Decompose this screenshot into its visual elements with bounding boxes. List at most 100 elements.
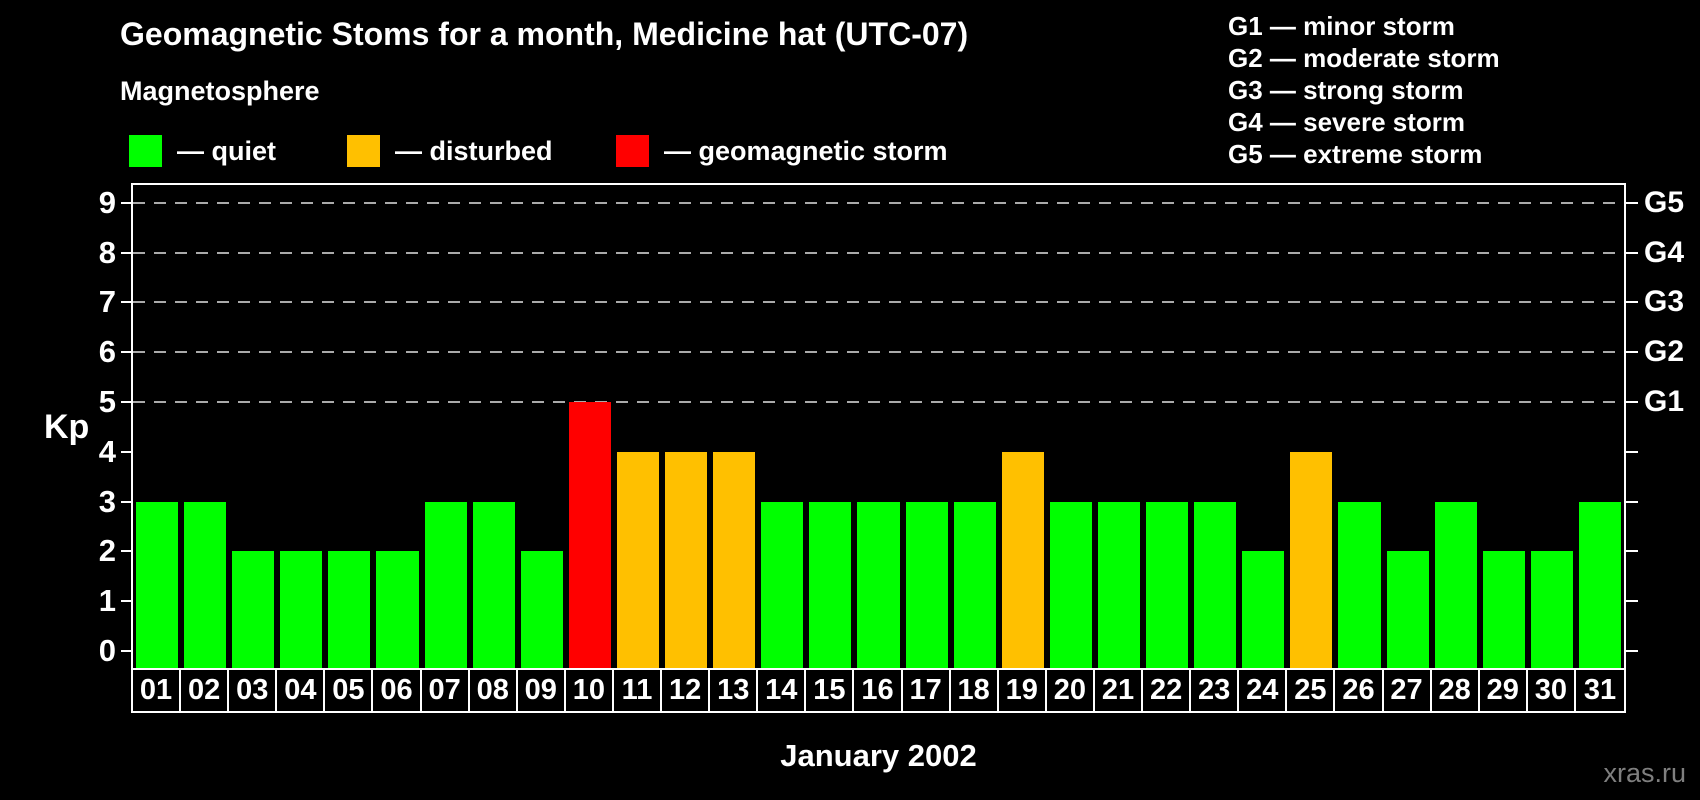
day-label-13: 13 [710, 670, 759, 711]
g-scale-line-4: G4 — severe storm [1228, 107, 1466, 137]
bar-day-29 [1482, 551, 1525, 668]
bar-day-28 [1434, 501, 1477, 668]
bar-day-21 [1097, 501, 1141, 668]
legend-item-storm: — geomagnetic storm [616, 135, 948, 167]
day-label-12: 12 [662, 670, 711, 711]
bar-day-20 [1049, 501, 1092, 668]
plot-area [131, 183, 1626, 668]
day-label-25: 25 [1287, 670, 1336, 711]
g-axis-label-G4: G4 [1644, 235, 1685, 269]
day-label-09: 09 [518, 670, 566, 711]
day-label-19: 19 [999, 670, 1047, 711]
legend-label-quiet: — quiet [177, 136, 276, 166]
y-tick-left-5 [121, 401, 131, 403]
y-tick-label-5: 5 [98, 384, 116, 419]
bar-day-08 [472, 501, 515, 668]
bar-day-18 [953, 501, 996, 668]
day-label-26: 26 [1335, 670, 1384, 711]
y-tick-right-7 [1626, 301, 1638, 304]
y-tick-right-0 [1626, 650, 1638, 652]
y-tick-left-3 [121, 500, 131, 503]
day-label-04: 04 [277, 670, 326, 711]
x-axis-day-labels: 01 02 03 04 05 06 07 08 09 10 11 12 13 14 15 16 17 18 19 20… [131, 668, 1626, 713]
bar-day-07 [424, 501, 467, 668]
y-tick-label-6: 6 [98, 334, 116, 370]
day-label-08: 08 [470, 670, 518, 711]
bar-day-14 [761, 501, 804, 668]
y-tick-left-0 [121, 650, 131, 652]
y-tick-left-4 [121, 450, 131, 453]
bar-day-27 [1386, 551, 1429, 668]
day-label-28: 28 [1432, 670, 1480, 711]
gridline-kp5 [133, 401, 1624, 403]
y-tick-label-2: 2 [98, 533, 116, 569]
y-tick-left-6 [121, 351, 131, 354]
bar-day-30 [1530, 551, 1573, 668]
y-tick-left-9 [121, 201, 131, 204]
bar-day-09 [520, 551, 563, 668]
gridline-kp7 [133, 301, 1624, 304]
g-scale-line-3: G3 — strong storm [1228, 75, 1464, 105]
bar-day-11 [616, 451, 660, 668]
g-axis-label-G2: G2 [1644, 335, 1685, 369]
bar-day-23 [1194, 501, 1237, 668]
day-label-29: 29 [1480, 670, 1528, 711]
bar-day-02 [184, 501, 227, 668]
chart-title: Geomagnetic Stoms for a month, Medicine … [120, 16, 969, 52]
bar-day-17 [905, 501, 948, 668]
legend-label-disturbed: — disturbed [395, 136, 553, 166]
g-scale-legend: G1 — minor storm G2 — moderate storm G3 — … [1228, 10, 1500, 170]
day-label-23: 23 [1191, 670, 1240, 711]
day-label-03: 03 [229, 670, 278, 711]
y-tick-label-8: 8 [98, 234, 116, 270]
watermark: xras.ru [1603, 758, 1686, 788]
g-axis-label-G3: G3 [1644, 285, 1685, 319]
bar-day-10 [568, 402, 611, 668]
day-label-10: 10 [566, 670, 614, 711]
day-label-18: 18 [951, 670, 999, 711]
day-label-20: 20 [1047, 670, 1095, 711]
legend-swatch-storm [616, 135, 649, 167]
day-label-17: 17 [903, 670, 951, 711]
day-label-31: 31 [1583, 674, 1617, 706]
day-label-02: 02 [181, 670, 230, 711]
y-tick-right-4 [1626, 450, 1638, 453]
gridline-kp8 [133, 251, 1624, 254]
g-scale-line-2: G2 — moderate storm [1228, 43, 1500, 73]
bar-day-15 [809, 501, 852, 668]
day-label-06: 06 [373, 670, 422, 711]
y-tick-left-2 [121, 550, 131, 553]
gridline-kp9 [133, 201, 1624, 204]
y-tick-left-1 [121, 600, 131, 603]
y-tick-right-8 [1626, 251, 1638, 254]
g-scale-line-1: G1 — minor storm [1228, 11, 1455, 41]
y-tick-label-4: 4 [98, 433, 116, 469]
y-tick-label-1: 1 [98, 583, 116, 619]
day-label-15: 15 [806, 670, 855, 711]
y-axis-title: Kp [44, 408, 90, 446]
day-label-16: 16 [854, 670, 903, 711]
bar-day-01 [136, 501, 179, 668]
bar-day-25 [1290, 451, 1333, 668]
x-axis-title: January 2002 [780, 738, 977, 773]
y-tick-right-1 [1626, 600, 1638, 603]
bar-day-19 [1001, 451, 1044, 668]
day-label-01: 01 [133, 670, 182, 711]
day-label-05: 05 [325, 670, 374, 711]
y-tick-label-7: 7 [98, 284, 116, 320]
y-tick-label-9: 9 [98, 184, 116, 220]
y-tick-right-5 [1626, 401, 1638, 403]
bar-day-31 [1578, 501, 1621, 668]
day-label-11: 11 [614, 670, 663, 711]
bar-day-16 [857, 501, 900, 668]
bar-day-06 [376, 551, 419, 668]
legend-swatch-quiet [129, 135, 162, 167]
y-tick-label-0: 0 [98, 633, 116, 668]
y-tick-left-8 [121, 251, 131, 254]
y-tick-right-6 [1626, 351, 1638, 354]
day-label-30: 30 [1528, 670, 1576, 711]
day-label-14: 14 [758, 670, 807, 711]
y-tick-right-9 [1626, 201, 1638, 204]
bar-day-04 [280, 551, 323, 668]
